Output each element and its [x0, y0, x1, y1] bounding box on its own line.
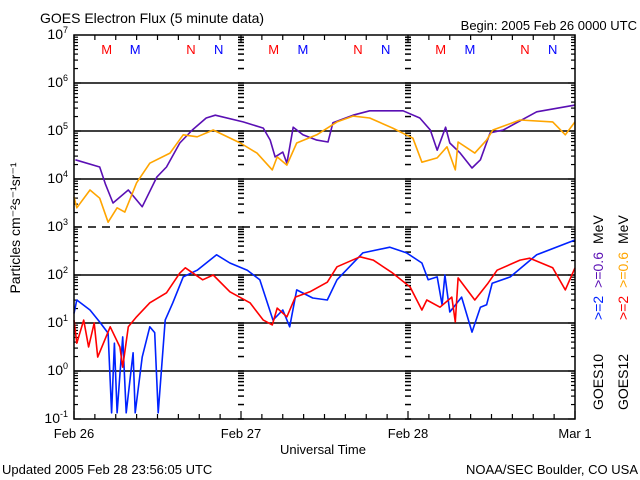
- y-tick-exponent: 7: [63, 25, 68, 35]
- updated-timestamp: Updated 2005 Feb 28 23:56:05 UTC: [2, 462, 212, 477]
- legend-column: GOES10 >=2 >=0.6 MeV: [590, 215, 606, 410]
- y-tick-exponent: 6: [63, 73, 68, 83]
- marker-m: M: [101, 42, 112, 57]
- x-tick-label: Feb 28: [388, 426, 428, 441]
- y-tick-exponent: 1: [63, 313, 68, 323]
- marker-n: N: [520, 42, 529, 57]
- series-line-goes10-2-mev: [73, 239, 576, 414]
- y-tick-exponent: 4: [63, 169, 68, 179]
- marker-n: N: [186, 42, 195, 57]
- y-axis-label: Particles cm⁻²s⁻¹sr⁻¹: [7, 162, 23, 293]
- marker-n: N: [381, 42, 390, 57]
- marker-m: M: [435, 42, 446, 57]
- data-series: [73, 104, 576, 414]
- legend-column: GOES12 >=2 >=0.6 MeV: [615, 215, 631, 410]
- y-tick-label: 101: [47, 313, 68, 330]
- series-line-goes12-0-6-mev: [73, 115, 576, 223]
- marker-n: N: [353, 42, 362, 57]
- x-axis-label: Universal Time: [280, 442, 366, 457]
- source-label: NOAA/SEC Boulder, CO USA: [466, 462, 638, 477]
- y-tick-exponent: 5: [63, 121, 68, 131]
- marker-m: M: [298, 42, 309, 57]
- y-tick-exponent: 0: [63, 361, 68, 371]
- y-tick-exponent: -1: [60, 409, 68, 419]
- series-line-goes10-0-6-mev: [75, 104, 576, 208]
- legend-low-energy: >=2: [615, 296, 631, 320]
- legend-unit: MeV: [615, 215, 631, 244]
- y-tick-label: 106: [47, 73, 68, 90]
- marker-m: M: [465, 42, 476, 57]
- x-tick-label: Mar 1: [558, 426, 591, 441]
- y-tick-exponent: 3: [63, 217, 68, 227]
- y-tick-label: 103: [47, 217, 68, 234]
- y-tick-label: 10-1: [44, 409, 68, 426]
- y-tick-label: 100: [47, 361, 68, 378]
- marker-m: M: [268, 42, 279, 57]
- chart-title: GOES Electron Flux (5 minute data): [40, 10, 264, 26]
- y-tick-label: 105: [47, 121, 68, 138]
- marker-n: N: [548, 42, 557, 57]
- marker-n: N: [214, 42, 223, 57]
- x-tick-label: Feb 26: [54, 426, 94, 441]
- x-tick-labels: Feb 26 Feb 27 Feb 28 Mar 1: [54, 426, 592, 441]
- y-tick-label: 107: [47, 25, 68, 42]
- legend: GOES10 >=2 >=0.6 MeV GOES12 >=2 >=0.6 MeV: [590, 215, 631, 410]
- legend-low-energy: >=2: [590, 296, 606, 320]
- y-tick-exponent: 2: [63, 265, 68, 275]
- y-tick-label: 102: [47, 265, 68, 282]
- legend-high-energy: >=0.6: [590, 252, 606, 288]
- y-tick-label: 104: [47, 169, 68, 186]
- legend-high-energy: >=0.6: [615, 252, 631, 288]
- legend-satellite: GOES10: [590, 354, 606, 410]
- series-line-goes12-2-mev: [73, 255, 576, 369]
- legend-satellite: GOES12: [615, 354, 631, 410]
- marker-m: M: [130, 42, 141, 57]
- plot-frame: [73, 34, 576, 420]
- begin-label: Begin: 2005 Feb 26 0000 UTC: [461, 18, 637, 33]
- x-tick-label: Feb 27: [221, 426, 261, 441]
- legend-unit: MeV: [590, 215, 606, 244]
- gridlines: [74, 82, 575, 372]
